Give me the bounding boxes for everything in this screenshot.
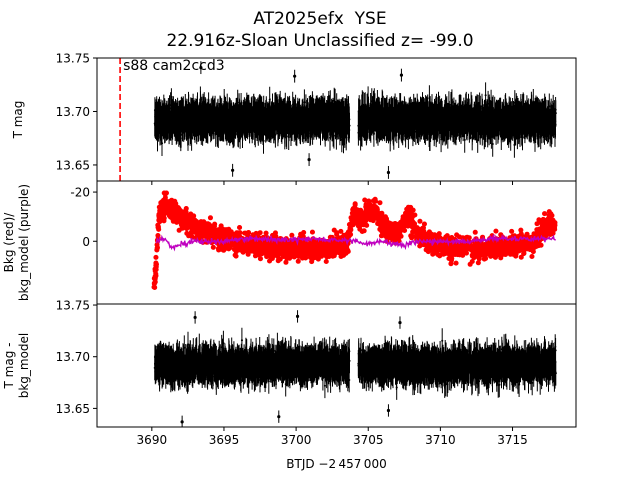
axes-frame <box>96 303 577 428</box>
x-tick-label: 3695 <box>209 433 240 447</box>
panel-bottom: 13.65 13.70 13.75 3690 3695 3700 3705 3710 3715 T… <box>2 299 577 447</box>
y-tick-label: 13.70 <box>56 350 90 364</box>
outlier-point <box>193 315 197 320</box>
outlier-point <box>231 168 235 172</box>
y-axis-label: Bkg (red)/ <box>2 212 16 273</box>
outlier-point <box>307 158 311 162</box>
y-axis-label: bkg_model (purple) <box>17 184 31 301</box>
sector-annotation: s88 cam2ccd3 <box>123 58 225 74</box>
y-axis-label: T mag - <box>2 343 16 390</box>
x-tick-label: 3715 <box>497 433 528 447</box>
outlier-point <box>199 66 203 70</box>
y-tick-label: 13.65 <box>56 402 90 416</box>
x-tick-label: 3710 <box>425 433 456 447</box>
y-tick-label: 13.70 <box>56 105 90 119</box>
chart-title-line-1: AT2025efx YSE <box>253 9 387 29</box>
y-tick-label: 13.75 <box>56 299 90 313</box>
y-tick-label: -20 <box>70 186 90 200</box>
outlier-point <box>293 74 297 78</box>
panel-middle: -20 0 Bkg (red)/bkg_model (purple) <box>2 180 577 305</box>
panel-top: s88 cam2ccd3 13.65 13.70 13.75 T mag <box>11 52 577 185</box>
outlier-point <box>398 321 402 325</box>
x-axis-label: BTJD −2 457 000 <box>286 457 386 471</box>
y-axis-label: T mag <box>11 101 25 140</box>
outlier-point <box>386 408 391 413</box>
outlier-point <box>295 314 300 319</box>
data-layer <box>153 61 557 179</box>
x-tick-label: 3690 <box>137 433 168 447</box>
outlier-point <box>386 170 391 175</box>
data-layer <box>151 190 558 290</box>
y-tick-label: 13.75 <box>56 52 90 66</box>
data-layer <box>153 310 557 427</box>
outlier-point <box>277 415 281 419</box>
bkg-model-line <box>155 233 556 252</box>
y-tick-label: 13.65 <box>56 158 90 172</box>
bkg-points <box>151 190 558 290</box>
y-tick-label: 0 <box>82 235 90 249</box>
y-axis-label: bkg_model <box>17 333 31 399</box>
outlier-point <box>399 73 404 77</box>
chart-title-line-2: 22.916z-Sloan Unclassified z= -99.0 <box>166 31 474 51</box>
outlier-point <box>180 420 184 424</box>
data-points <box>153 94 557 146</box>
data-points <box>153 339 557 389</box>
plot-area: s88 cam2ccd3 13.65 13.70 13.75 T mag -20 0 Bkg … <box>2 52 577 471</box>
x-tick-label: 3700 <box>281 433 312 447</box>
x-tick-label: 3705 <box>353 433 384 447</box>
